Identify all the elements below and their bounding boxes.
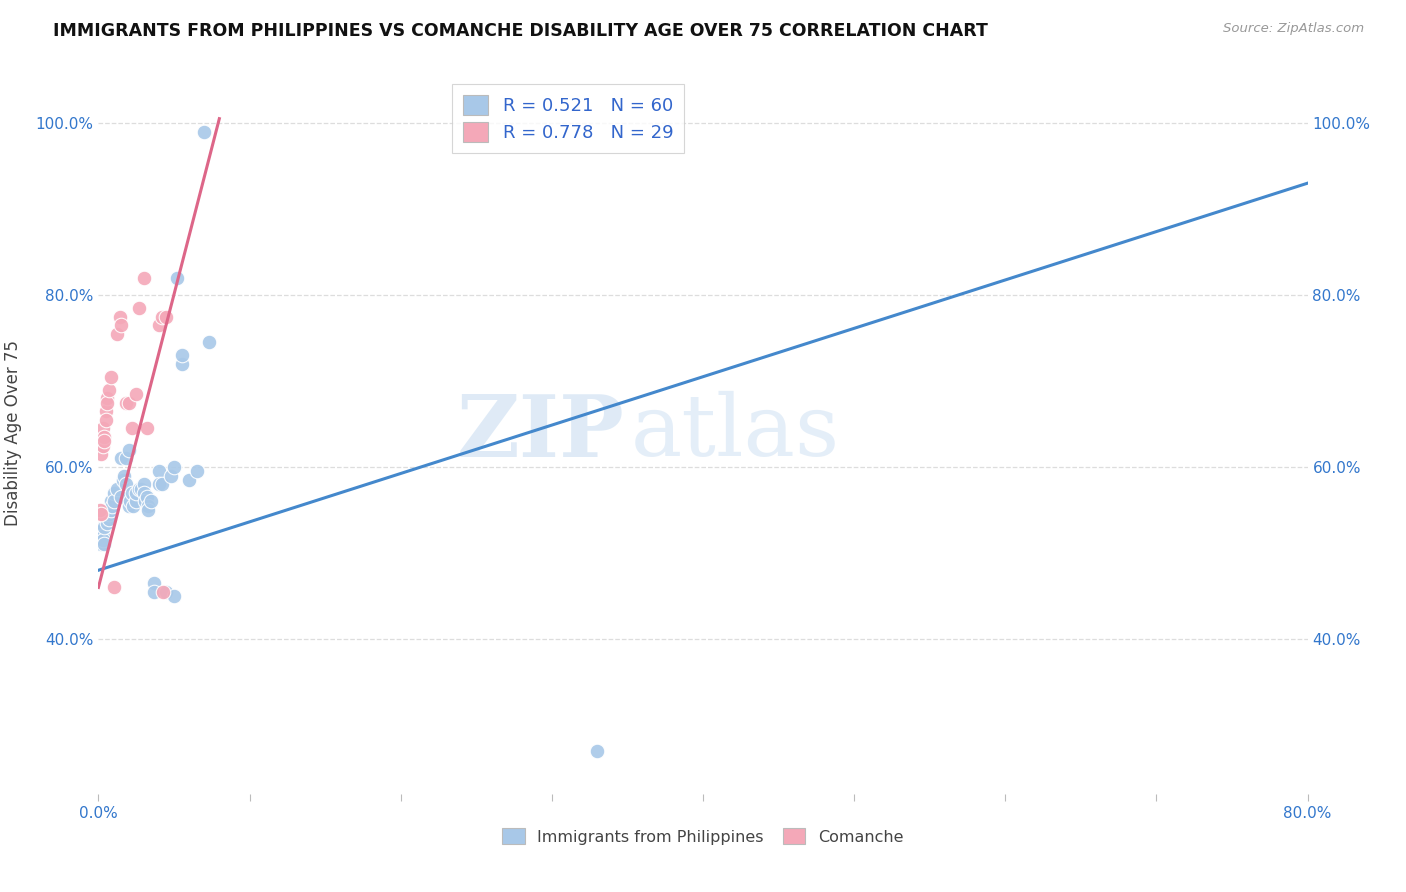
Point	[148, 477, 170, 491]
Point	[118, 499, 141, 513]
Point	[93, 520, 115, 534]
Point	[179, 473, 201, 487]
Point	[91, 438, 114, 452]
Point	[163, 460, 186, 475]
Point	[90, 447, 112, 461]
Text: IMMIGRANTS FROM PHILIPPINES VS COMANCHE DISABILITY AGE OVER 75 CORRELATION CHART: IMMIGRANTS FROM PHILIPPINES VS COMANCHE …	[53, 22, 988, 40]
Point	[128, 301, 150, 315]
Point	[136, 499, 159, 513]
Point	[89, 533, 111, 548]
Point	[110, 490, 132, 504]
Point	[125, 485, 148, 500]
Point	[197, 335, 219, 350]
Point	[89, 529, 111, 543]
Point	[135, 490, 157, 504]
Point	[105, 482, 128, 496]
Point	[111, 473, 134, 487]
Point	[98, 383, 121, 397]
Point	[96, 511, 118, 525]
Point	[150, 310, 173, 324]
Point	[155, 584, 177, 599]
Legend: Immigrants from Philippines, Comanche: Immigrants from Philippines, Comanche	[496, 822, 910, 851]
Text: atlas: atlas	[630, 391, 839, 475]
Point	[136, 503, 159, 517]
Point	[91, 533, 114, 548]
Point	[96, 395, 118, 409]
Point	[114, 451, 136, 466]
Point	[150, 477, 173, 491]
Point	[91, 520, 114, 534]
Point	[101, 499, 124, 513]
Text: ZIP: ZIP	[457, 391, 624, 475]
Point	[166, 270, 188, 285]
Point	[135, 421, 157, 435]
Point	[108, 310, 131, 324]
Point	[114, 395, 136, 409]
Point	[90, 524, 112, 539]
Point	[193, 125, 215, 139]
Point	[89, 508, 111, 522]
Point	[100, 369, 122, 384]
Point	[155, 310, 177, 324]
Point	[114, 477, 136, 491]
Point	[163, 589, 186, 603]
Point	[125, 387, 148, 401]
Point	[586, 744, 609, 758]
Point	[148, 318, 170, 332]
Point	[160, 468, 183, 483]
Point	[118, 395, 141, 409]
Y-axis label: Disability Age Over 75: Disability Age Over 75	[4, 340, 21, 525]
Point	[122, 499, 145, 513]
Point	[93, 434, 115, 449]
Point	[91, 421, 114, 435]
Point	[170, 357, 193, 371]
Point	[121, 421, 143, 435]
Point	[105, 326, 128, 341]
Point	[120, 494, 142, 508]
Point	[96, 391, 118, 405]
Point	[103, 494, 125, 508]
Point	[134, 494, 156, 508]
Point	[98, 508, 121, 522]
Point	[141, 494, 163, 508]
Point	[148, 464, 170, 478]
Point	[110, 318, 132, 332]
Point	[143, 584, 166, 599]
Point	[89, 503, 111, 517]
Point	[170, 348, 193, 362]
Point	[90, 537, 112, 551]
Point	[94, 503, 117, 517]
Point	[94, 404, 117, 418]
Point	[93, 430, 115, 444]
Point	[132, 485, 155, 500]
Point	[94, 508, 117, 522]
Point	[128, 482, 150, 496]
Text: Source: ZipAtlas.com: Source: ZipAtlas.com	[1223, 22, 1364, 36]
Point	[152, 584, 174, 599]
Point	[100, 494, 122, 508]
Point	[98, 511, 121, 525]
Point	[132, 270, 155, 285]
Point	[121, 485, 143, 500]
Point	[90, 508, 112, 522]
Point	[186, 464, 208, 478]
Point	[96, 516, 118, 530]
Point	[132, 477, 155, 491]
Point	[91, 529, 114, 543]
Point	[118, 442, 141, 457]
Point	[110, 451, 132, 466]
Point	[143, 576, 166, 591]
Point	[103, 581, 125, 595]
Point	[94, 413, 117, 427]
Point	[103, 485, 125, 500]
Point	[93, 537, 115, 551]
Point	[129, 482, 152, 496]
Point	[100, 503, 122, 517]
Point	[125, 494, 148, 508]
Point	[112, 468, 135, 483]
